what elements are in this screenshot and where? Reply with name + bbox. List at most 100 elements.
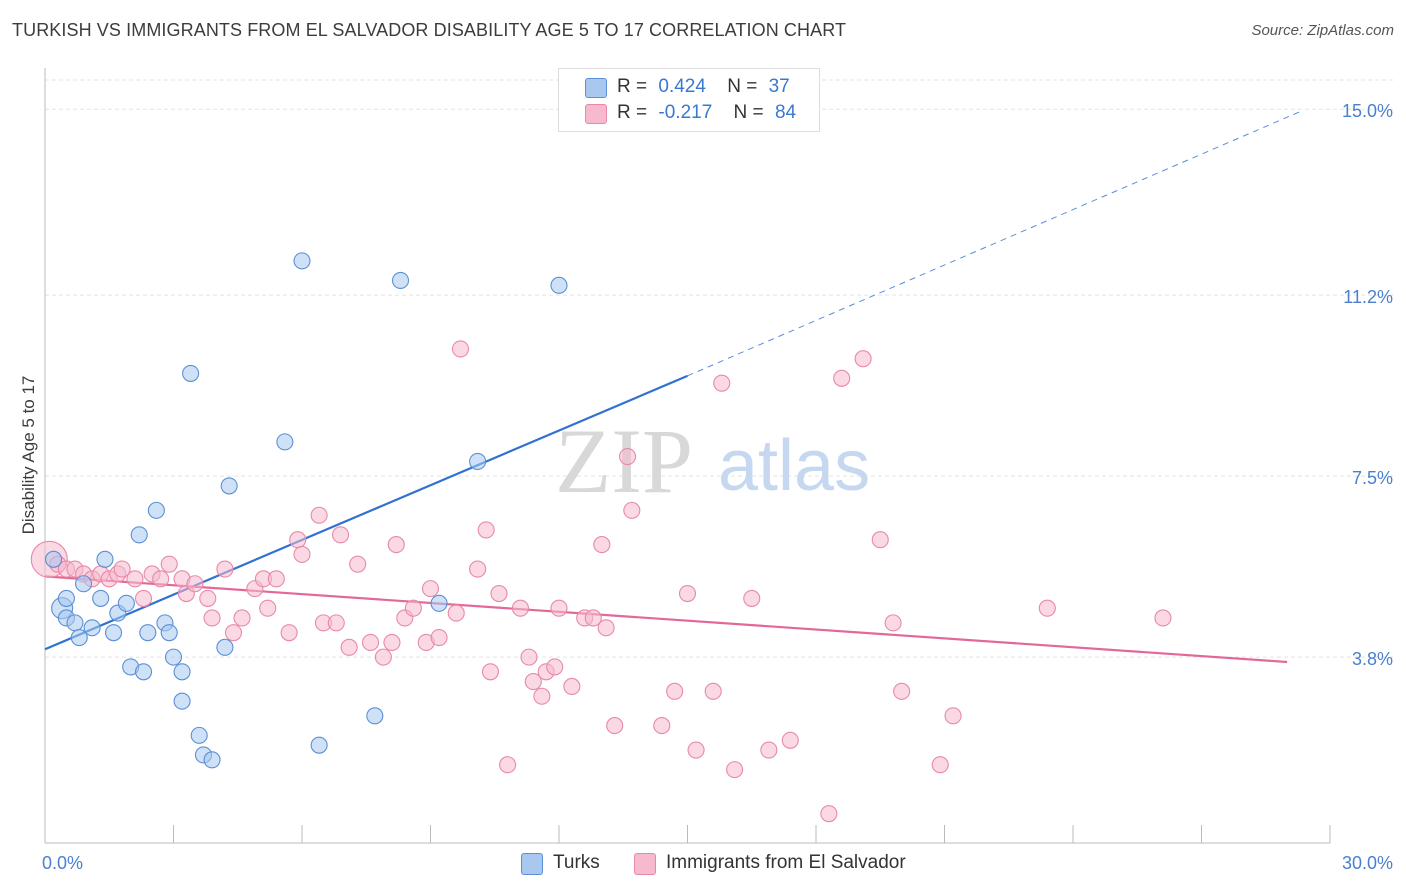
turks-point (139, 624, 157, 642)
turks-point (147, 501, 165, 519)
axes (44, 68, 1331, 844)
y-tick-label: 3.8% (1352, 649, 1393, 669)
salvador-point (653, 717, 671, 735)
salvador-point (1154, 609, 1172, 627)
salvador-point (931, 756, 949, 774)
legend-n-label: N = (733, 102, 764, 123)
salvador-point (469, 560, 487, 578)
x-tick-label: 0.0% (42, 853, 83, 873)
legend-label-turks: Turks (553, 852, 600, 873)
salvador-point (430, 628, 448, 647)
chart-title: TURKISH VS IMMIGRANTS FROM EL SALVADOR D… (12, 20, 847, 40)
salvador-point (820, 805, 838, 823)
turks-point (83, 619, 101, 637)
source-note: Source: ZipAtlas.com (1251, 22, 1394, 39)
turks-point (130, 526, 148, 544)
salvador-point (520, 648, 538, 666)
series-legend: Turks Immigrants from El Salvador (0, 852, 1406, 878)
turks-trend-line (44, 374, 688, 651)
turks-swatch (585, 78, 607, 98)
turks-point (70, 628, 88, 647)
salvador-point (233, 609, 251, 627)
salvador-point (833, 369, 851, 387)
salvador-point (349, 555, 367, 573)
turks-swatch (521, 853, 543, 875)
turks-point (190, 726, 208, 744)
salvador-point (893, 682, 911, 700)
stats-legend: R = 0.424 N = 37 R = -0.217 N = 84 (558, 68, 820, 132)
salvador-point (481, 663, 500, 681)
turks-point (164, 648, 183, 666)
salvador-point (499, 756, 517, 774)
salvador-point (293, 545, 311, 563)
salvador-point (331, 526, 350, 544)
salvador-point (713, 374, 731, 392)
salvador-point (447, 604, 465, 622)
salvador-point (1038, 599, 1056, 617)
salvador-point (310, 506, 328, 524)
salvador-point (884, 614, 902, 632)
salvador-point (451, 340, 470, 358)
legend-label-salvador: Immigrants from El Salvador (666, 852, 906, 873)
turks-point (134, 663, 153, 681)
salvador-point (687, 741, 705, 759)
legend-n-value: 84 (774, 102, 797, 123)
salvador-point (477, 521, 495, 539)
turks-point (293, 252, 311, 270)
y-tick-label: 15.0% (1342, 101, 1393, 121)
salvador-point (760, 741, 778, 759)
turks-point (276, 433, 294, 451)
salvador-point (160, 555, 178, 573)
salvador-point (152, 570, 170, 588)
turks-point (203, 751, 221, 769)
legend-r-label: R = (617, 102, 648, 123)
salvador-point (944, 707, 962, 725)
salvador-point (340, 638, 358, 656)
y-tick-label: 7.5% (1352, 468, 1393, 488)
salvador-point (606, 717, 624, 735)
salvador-point (224, 624, 243, 642)
watermark-atlas: atlas (718, 426, 870, 506)
salvador-point (550, 599, 568, 617)
salvador-swatch (634, 853, 656, 875)
y-tick-label: 11.2% (1343, 287, 1393, 307)
turks-points (45, 252, 568, 769)
salvador-point (781, 731, 799, 749)
salvador-point (134, 589, 153, 607)
y-axis-label: Disability Age 5 to 17 (19, 376, 38, 535)
legend-r-value: 0.424 (658, 76, 706, 97)
salvador-point (546, 658, 564, 676)
salvador-point (597, 619, 615, 637)
legend-n-value: 37 (768, 76, 790, 97)
turks-point (220, 477, 238, 495)
salvador-point (199, 589, 217, 607)
salvador-point (361, 633, 380, 651)
grid-lines (45, 79, 1395, 658)
turks-point (117, 594, 135, 612)
salvador-point (327, 614, 345, 632)
turks-point (173, 663, 191, 681)
salvador-point (404, 599, 422, 617)
salvador-points (30, 340, 1172, 823)
salvador-point (374, 648, 392, 666)
turks-point (75, 575, 93, 593)
salvador-point (623, 501, 641, 519)
salvador-point (854, 350, 872, 368)
salvador-point (704, 682, 722, 700)
y-tick-labels: 3.8% 7.5% 11.2% 15.0% (1342, 101, 1393, 669)
turks-point (216, 638, 234, 656)
salvador-point (421, 580, 440, 598)
salvador-point (113, 560, 131, 578)
salvador-point (524, 673, 542, 691)
turks-point (57, 589, 75, 607)
salvador-point (267, 570, 285, 588)
salvador-point (533, 687, 551, 705)
salvador-point (259, 599, 277, 617)
salvador-point (584, 609, 602, 627)
salvador-point (383, 633, 401, 651)
salvador-point (678, 584, 697, 603)
turks-point (160, 624, 178, 642)
turks-point (469, 452, 487, 470)
salvador-point (666, 682, 684, 700)
